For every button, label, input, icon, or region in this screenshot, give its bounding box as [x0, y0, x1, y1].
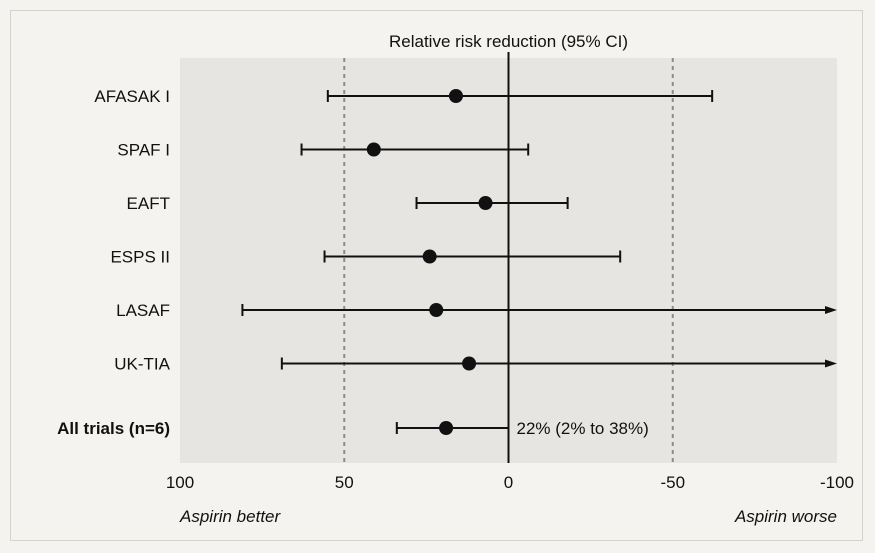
- study-label: ESPS II: [110, 248, 170, 267]
- point-estimate: [422, 249, 437, 264]
- study-row: EAFT: [127, 194, 569, 213]
- point-estimate: [448, 89, 463, 103]
- point-estimate: [366, 142, 381, 157]
- x-tick-label: -50: [660, 473, 685, 492]
- point-estimate: [478, 196, 493, 210]
- summary-annotation: 22% (2% to 38%): [517, 419, 649, 438]
- study-label: LASAF: [116, 301, 170, 320]
- x-tick-label: 100: [166, 473, 194, 492]
- study-row: LASAF: [116, 301, 837, 320]
- study-row: UK-TIA: [114, 355, 837, 374]
- study-label: SPAF I: [117, 141, 170, 160]
- study-row: AFASAK I: [94, 87, 714, 106]
- study-row: ESPS II: [110, 248, 622, 267]
- study-row: SPAF I: [117, 141, 530, 160]
- x-tick-label: 0: [504, 473, 513, 492]
- aspirin-worse-label: Aspirin worse: [734, 507, 837, 526]
- chart-title: Relative risk reduction (95% CI): [389, 32, 628, 51]
- study-label: All trials (n=6): [57, 419, 170, 438]
- point-estimate: [429, 303, 444, 317]
- title-background: [360, 30, 657, 52]
- aspirin-better-label: Aspirin better: [179, 507, 281, 526]
- ci-arrow: [825, 306, 837, 314]
- point-estimate: [439, 421, 454, 435]
- study-label: AFASAK I: [94, 87, 170, 106]
- x-tick-label: 50: [335, 473, 354, 492]
- study-row: All trials (n=6) 22% (2% to 38%): [57, 419, 649, 438]
- x-tick-label: -100: [820, 473, 854, 492]
- ci-arrow: [825, 359, 837, 368]
- point-estimate: [462, 356, 477, 371]
- study-label: EAFT: [127, 194, 170, 213]
- study-label: UK-TIA: [114, 355, 170, 374]
